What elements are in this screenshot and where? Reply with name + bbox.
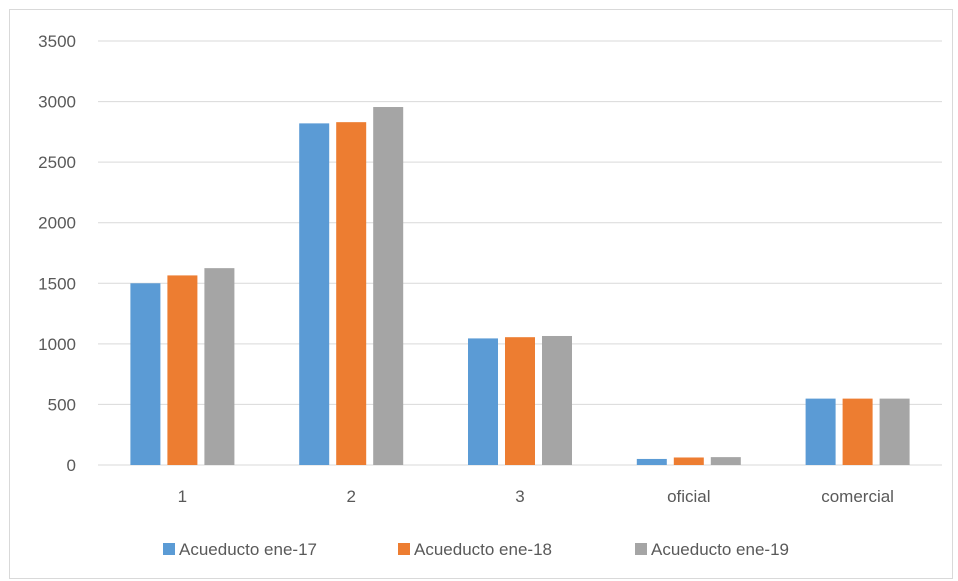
y-tick-label: 2000: [38, 214, 76, 233]
bar-acueducto-ene-17-oficial: [636, 458, 667, 465]
x-tick-label: 1: [178, 487, 187, 506]
legend-label: Acueducto ene-17: [179, 540, 317, 559]
bar-acueducto-ene-19-1: [204, 268, 235, 465]
bar-acueducto-ene-19-2: [373, 107, 404, 465]
legend-swatch: [163, 543, 175, 555]
bar-acueducto-ene-19-oficial: [710, 457, 741, 465]
y-tick-label: 3000: [38, 93, 76, 112]
y-axis-tick-labels: 0 500 1000 1500 2000 2500 3000 3500: [38, 32, 76, 475]
bars: [130, 107, 910, 466]
y-tick-label: 1000: [38, 335, 76, 354]
bar-acueducto-ene-18-1: [167, 275, 198, 465]
legend: Acueducto ene-17 Acueducto ene-18 Acueduct…: [163, 540, 789, 559]
x-axis-tick-labels: 1 2 3 oficial comercial: [178, 487, 894, 506]
bar-acueducto-ene-17-comercial: [805, 398, 836, 465]
bar-acueducto-ene-17-2: [299, 123, 330, 466]
legend-swatch: [635, 543, 647, 555]
y-tick-label: 2500: [38, 153, 76, 172]
bar-acueducto-ene-19-comercial: [879, 398, 910, 465]
bar-acueducto-ene-18-3: [505, 337, 535, 465]
bar-acueducto-ene-18-comercial: [842, 398, 873, 465]
y-tick-label: 3500: [38, 32, 76, 51]
bar-acueducto-ene-18-2: [336, 122, 367, 465]
bar-acueducto-ene-19-3: [542, 335, 572, 465]
legend-swatch: [398, 543, 410, 555]
legend-label: Acueducto ene-19: [651, 540, 789, 559]
bar-acueducto-ene-17-1: [130, 283, 161, 465]
x-tick-label: 3: [515, 487, 524, 506]
y-tick-label: 0: [67, 456, 76, 475]
x-tick-label: 2: [346, 487, 355, 506]
y-tick-label: 500: [48, 395, 76, 414]
chart-frame: [9, 9, 953, 579]
x-tick-label: oficial: [667, 487, 710, 506]
y-tick-label: 1500: [38, 274, 76, 293]
gridlines: [98, 40, 942, 466]
bar-acueducto-ene-18-oficial: [673, 457, 704, 465]
bar-acueducto-ene-17-3: [468, 338, 498, 465]
legend-label: Acueducto ene-18: [414, 540, 552, 559]
x-tick-label: comercial: [821, 487, 894, 506]
